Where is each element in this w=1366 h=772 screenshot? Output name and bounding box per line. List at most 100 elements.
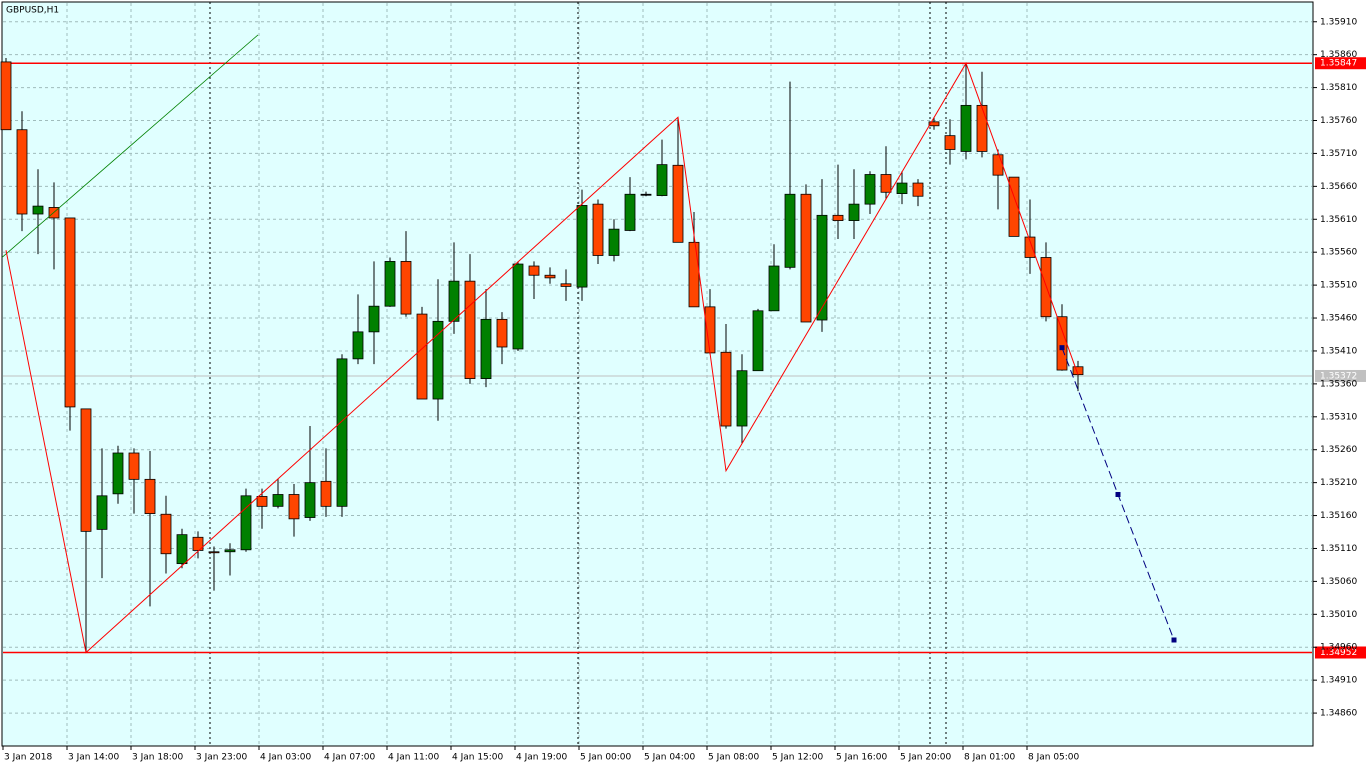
candle-body [528, 265, 540, 276]
x-tick-label: 4 Jan 11:00 [388, 753, 440, 763]
y-tick-label: 1.35410 [1320, 346, 1357, 356]
candle-body [656, 164, 668, 196]
level-label-box [1315, 57, 1366, 70]
candle-body [1056, 316, 1068, 371]
y-tick-label: 1.34960 [1320, 643, 1357, 653]
grid [3, 3, 1312, 745]
candle-body [864, 174, 876, 205]
candle-body [576, 205, 588, 288]
candle-body [16, 129, 28, 215]
candle-body [960, 104, 972, 152]
y-tick-label: 1.35760 [1320, 116, 1357, 126]
candle-body [672, 164, 684, 243]
x-tick-label: 4 Jan 03:00 [260, 753, 312, 763]
candle-body [640, 193, 652, 196]
zigzag-line [5, 62, 1079, 654]
candle-body [144, 478, 156, 514]
candle-body [736, 370, 748, 427]
level-label: 1.34952 [1320, 648, 1357, 658]
candle-body [448, 280, 460, 322]
x-tick-label: 3 Jan 23:00 [196, 753, 248, 763]
candle-body [880, 174, 892, 193]
x-tick-label: 8 Jan 05:00 [1028, 753, 1080, 763]
candle-body [560, 283, 572, 287]
candle-body [592, 203, 604, 256]
x-tick-label: 8 Jan 01:00 [964, 753, 1016, 763]
candle-body [976, 104, 988, 152]
level-label-box [1315, 646, 1366, 659]
candle-body [1008, 176, 1020, 237]
x-tick-label: 5 Jan 00:00 [580, 753, 632, 763]
candle-body [160, 513, 172, 555]
x-tick-label: 4 Jan 19:00 [516, 753, 568, 763]
y-tick-label: 1.34860 [1320, 709, 1357, 719]
candle-body [496, 318, 508, 348]
candle-body [832, 214, 844, 221]
candle-body [720, 351, 732, 427]
candle-body [800, 193, 812, 323]
level-label: 1.35372 [1320, 371, 1357, 381]
candle-body [96, 495, 108, 530]
candle-body [768, 265, 780, 312]
candle-body [848, 203, 860, 221]
y-tick-label: 1.34910 [1320, 676, 1357, 686]
candle-body [544, 274, 556, 279]
projection-point [1115, 491, 1121, 497]
candle-body [368, 305, 380, 333]
y-tick-label: 1.35610 [1320, 215, 1357, 225]
x-tick-label: 5 Jan 20:00 [900, 753, 952, 763]
candle-body [384, 261, 396, 307]
candle-body [352, 331, 364, 360]
x-tick-label: 3 Jan 2018 [4, 753, 52, 763]
y-tick-label: 1.35360 [1320, 379, 1357, 389]
plot-layer: 1.35847 1.34952 1.35372 [0, 34, 1366, 659]
candle-body [400, 261, 412, 315]
candle-body [336, 358, 348, 507]
x-tick-label: 5 Jan 16:00 [836, 753, 888, 763]
y-tick-label: 1.35860 [1320, 50, 1357, 60]
candle-body [176, 534, 188, 565]
candle-body [912, 182, 924, 197]
plot-area [1, 1, 1314, 747]
x-tick-label: 5 Jan 08:00 [708, 753, 760, 763]
candle-body [224, 549, 236, 553]
y-tick-label: 1.35510 [1320, 281, 1357, 291]
projection-point [1059, 345, 1065, 351]
period-separators [209, 2, 947, 746]
candle-body [240, 495, 252, 551]
y-tick-label: 1.35110 [1320, 544, 1357, 554]
y-tick-label: 1.35660 [1320, 182, 1357, 192]
y-tick-label: 1.35710 [1320, 149, 1357, 159]
candle-body [512, 263, 524, 350]
x-tick-label: 5 Jan 12:00 [772, 753, 824, 763]
candle-body [752, 310, 764, 372]
candle-body [304, 482, 316, 518]
x-tick-label: 3 Jan 14:00 [68, 753, 120, 763]
candle-body [320, 480, 332, 507]
y-tick-label: 1.35210 [1320, 478, 1357, 488]
trend-line [1, 34, 259, 258]
candle-body [896, 182, 908, 194]
chart-title: GBPUSD,H1 [6, 6, 59, 16]
level-label-box [1315, 369, 1366, 382]
candle-body [288, 494, 300, 520]
candle-body [32, 205, 44, 215]
y-tick-label: 1.35160 [1320, 511, 1357, 521]
candle-body [80, 408, 92, 532]
x-tick-label: 4 Jan 15:00 [452, 753, 504, 763]
candle-body [272, 494, 284, 507]
x-tick-label: 5 Jan 04:00 [644, 753, 696, 763]
candle-body [208, 551, 220, 554]
candle-body [624, 193, 636, 231]
candle-body [256, 496, 268, 507]
candle-body [464, 280, 476, 380]
candle-body [0, 61, 12, 131]
candle-body [608, 228, 620, 256]
y-tick-label: 1.35460 [1320, 314, 1357, 324]
candle-body [416, 313, 428, 400]
y-tick-label: 1.35060 [1320, 577, 1357, 587]
candle-body [928, 121, 940, 127]
y-tick-label: 1.35810 [1320, 83, 1357, 93]
y-tick-label: 1.35560 [1320, 248, 1357, 258]
